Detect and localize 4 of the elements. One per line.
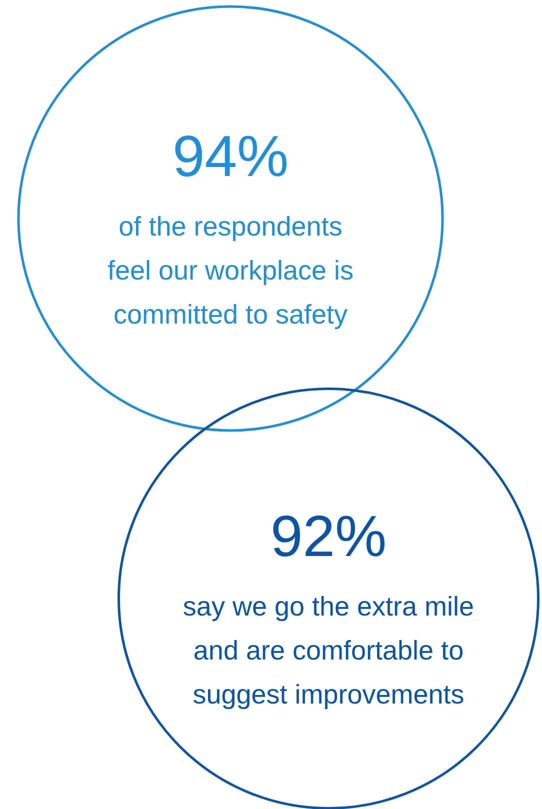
category-label: of the respondents feel our workplace is committed to safety [107,212,354,330]
data-label: 92% [270,504,387,569]
category-label: say we go the extra mile and are comfortable to suggest improvements [182,592,474,710]
data-label: 94% [172,124,289,189]
